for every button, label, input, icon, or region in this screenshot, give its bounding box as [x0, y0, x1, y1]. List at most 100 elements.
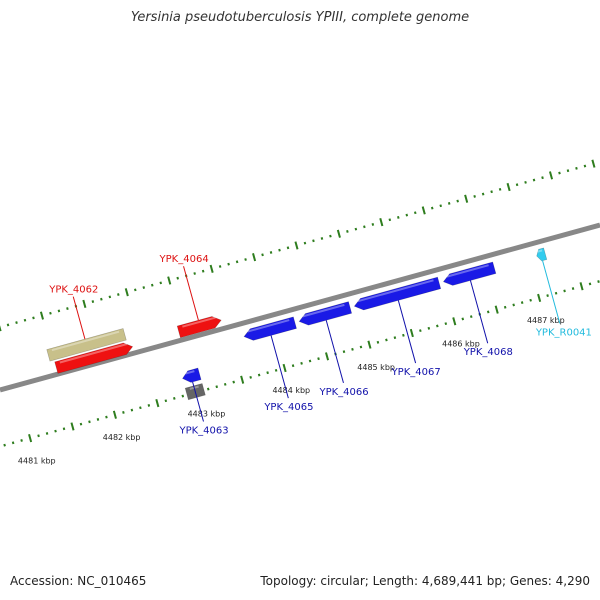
scale-dot [413, 211, 417, 215]
scale-dot [342, 350, 346, 354]
gene-labels: 4481 kbp 4482 kbp 4483 kbp 4484 kbp 4485 kbp… [18, 254, 592, 465]
gene-label[interactable]: YPK_4068 [463, 347, 513, 358]
gene-shape [298, 301, 353, 326]
gene-ypk_4065[interactable] [242, 316, 297, 343]
gene-highlight [302, 303, 345, 318]
scale-dot [150, 283, 154, 287]
scale-dot [354, 227, 358, 231]
gene-ypk_4063[interactable] [181, 367, 202, 384]
scale-dot [439, 204, 442, 208]
scale-dot [28, 434, 33, 443]
scale-dot [461, 317, 465, 321]
scale-dot [444, 322, 448, 326]
scale-dot [164, 399, 168, 403]
scale-dot [351, 347, 354, 351]
tick-label: 4487 kbp [527, 316, 565, 325]
scale-dot [473, 194, 476, 198]
gene-ypk_4062[interactable] [46, 328, 127, 362]
gene-leader-line [270, 335, 289, 399]
scale-dot [122, 411, 125, 414]
scale-dot [469, 315, 473, 319]
scale-dot [155, 398, 160, 408]
gene-ypk_4066[interactable] [298, 301, 353, 328]
scale-dot [278, 248, 281, 252]
gene-ypk_4068[interactable] [442, 261, 497, 288]
gene-label[interactable]: YPK_4065 [263, 402, 313, 413]
accession-text: Accession: NC_010465 [10, 574, 147, 588]
scale-dot [503, 305, 507, 309]
scale-dot [583, 164, 587, 168]
scale-dot [452, 317, 457, 326]
gene-label[interactable]: YPK_4067 [391, 367, 441, 378]
gene-label[interactable]: YPK_4066 [318, 387, 368, 398]
scale-dot [62, 427, 66, 431]
scale-dot [541, 176, 544, 180]
scale-dot [266, 371, 269, 375]
gene-highlight [357, 279, 434, 303]
scale-dot [312, 239, 315, 243]
scale-dot [371, 223, 375, 226]
scale-dot [105, 415, 108, 419]
scale-dot [498, 187, 502, 191]
gene-ypk_r0041[interactable] [535, 247, 548, 262]
gene-highlight [185, 370, 195, 375]
gene-shape [442, 261, 497, 286]
gene-ypk_4062b[interactable] [54, 341, 135, 374]
scale-dot [506, 182, 511, 192]
scale-dot [244, 258, 247, 261]
scale-dot [193, 272, 196, 275]
scale-dot [45, 432, 49, 435]
scale-dot [294, 241, 299, 250]
scale-dot [206, 387, 210, 391]
gene-label[interactable]: YPK_R0041 [535, 327, 592, 338]
gene-ypk_4064[interactable] [176, 314, 223, 338]
scale-dot [96, 418, 100, 421]
scale-dot [66, 307, 69, 310]
tick-label: 4483 kbp [188, 410, 226, 419]
scale-dot [393, 336, 397, 340]
tick-label: 4486 kbp [442, 339, 480, 348]
gene-features [46, 247, 548, 401]
scale-dot [142, 286, 146, 289]
scale-dot [419, 329, 422, 333]
scale-dot [79, 422, 83, 426]
scale-dot [563, 289, 566, 293]
scale-dot [554, 291, 558, 295]
scale-dot [147, 403, 151, 407]
scale-dot [134, 288, 137, 292]
scale-dot [427, 326, 431, 330]
scale-dot [37, 434, 40, 438]
gene-leader-line [542, 260, 561, 324]
scale-dot [486, 310, 490, 314]
scale-dot [388, 218, 392, 222]
scale-dot [548, 171, 554, 180]
scale-dot [447, 201, 451, 205]
scale-dot [558, 171, 561, 175]
scale-dot [456, 199, 459, 203]
scale-dot [0, 325, 2, 332]
scale-dot [54, 429, 57, 433]
scale-dot [227, 262, 230, 266]
gene-label[interactable]: YPK_4064 [159, 254, 209, 265]
gene-label[interactable]: YPK_4063 [178, 425, 228, 436]
scale-dot [464, 194, 469, 203]
scale-dot [235, 260, 239, 264]
scale-dot [329, 234, 332, 238]
tick-label: 4482 kbp [103, 433, 141, 442]
scale-dot [336, 229, 341, 238]
scale-dot [215, 385, 219, 389]
tick-label: 4484 kbp [272, 386, 310, 395]
scale-dot [532, 178, 536, 182]
scale-dot [512, 303, 515, 307]
scale-dot [421, 206, 426, 215]
scale-dot [232, 380, 235, 384]
scale-dot [240, 375, 245, 384]
tick-label: 4481 kbp [18, 456, 56, 465]
scale-dot [520, 301, 524, 305]
gene-label[interactable]: YPK_4062 [48, 285, 98, 296]
scale-dot [481, 192, 485, 196]
scale-dot [88, 420, 91, 424]
gene-ypk_4067[interactable] [353, 276, 442, 312]
scale-dot [49, 311, 52, 315]
scale-dot [579, 282, 584, 291]
